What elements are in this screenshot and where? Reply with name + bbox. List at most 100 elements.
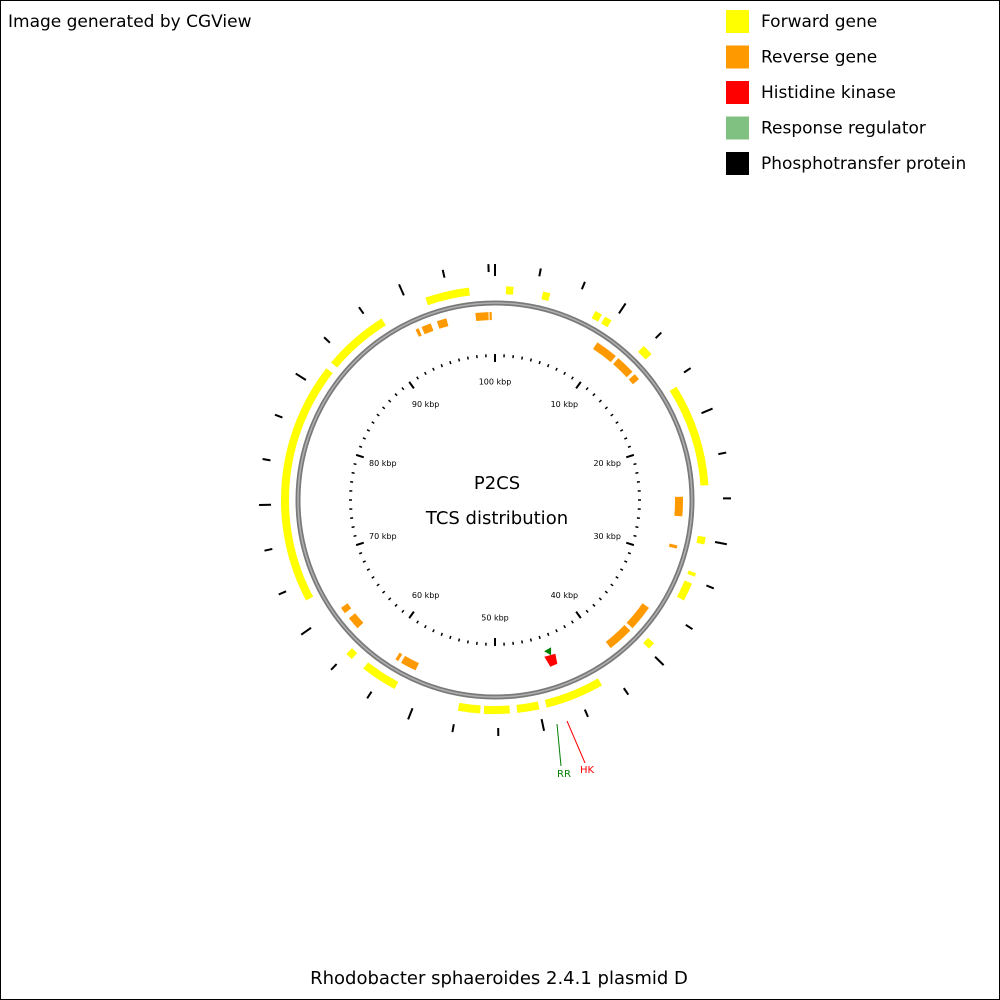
histidine-kinase (544, 653, 558, 667)
legend-swatch (726, 81, 749, 104)
scale-tick (598, 399, 602, 403)
scale-tick (615, 421, 619, 425)
scale-tick (362, 437, 366, 440)
scale-tick (570, 620, 574, 624)
legend-label: Phosphotransfer protein (761, 154, 966, 174)
scale-tick (627, 551, 632, 555)
legend-label: Forward gene (761, 12, 877, 32)
outer-tick (714, 540, 728, 546)
scale-tick (546, 632, 550, 637)
outer-tick (583, 709, 589, 718)
scale-tick (466, 640, 469, 644)
legend-swatch (726, 116, 749, 140)
scale-tick (555, 367, 558, 371)
reverse-gene (348, 613, 364, 629)
legend-label: Histidine kinase (761, 83, 896, 103)
scale-tick (449, 635, 452, 640)
scale-tick (416, 376, 420, 380)
scale-tick (351, 471, 355, 474)
scale-label: 10 kbp (551, 400, 579, 409)
scale-tick (353, 462, 357, 466)
scale-tick (401, 609, 405, 613)
scale-tick (598, 597, 602, 601)
outer-tick (618, 302, 627, 314)
forward-gene (363, 662, 399, 689)
scale-tick (615, 575, 619, 579)
outer-tick (701, 407, 713, 415)
scale-tick (538, 635, 541, 640)
outer-tick (622, 687, 630, 696)
scale-tick (355, 453, 365, 459)
rr-leader (556, 723, 562, 767)
scale-label: 50 kbp (481, 614, 509, 623)
forward-gene (281, 368, 333, 601)
scale-tick (592, 603, 596, 607)
scale-tick (625, 453, 635, 459)
outer-tick (295, 372, 307, 381)
scale-tick (619, 429, 624, 432)
outer-tick (706, 584, 715, 590)
reverse-gene (436, 318, 449, 329)
scale-tick (376, 413, 380, 417)
scale-label: 100 kbp (479, 378, 512, 387)
scale-tick (457, 358, 461, 362)
scale-tick (546, 363, 550, 368)
scale-label: 20 kbp (593, 459, 621, 468)
outer-tick (654, 656, 665, 666)
reverse-gene (668, 543, 678, 549)
scale-tick (376, 583, 380, 587)
forward-gene (331, 318, 386, 368)
legend-label: Response regulator (761, 119, 926, 139)
scale-tick (619, 568, 624, 571)
reverse-gene (626, 603, 650, 629)
scale-tick (401, 387, 405, 391)
legend-swatch (726, 152, 749, 175)
map-title: P2CS (474, 473, 520, 494)
reverse-gene (593, 342, 616, 363)
scale-tick (424, 371, 427, 376)
scale-label: 40 kbp (551, 591, 579, 600)
scale-tick (466, 356, 469, 360)
outer-tick (654, 331, 663, 339)
forward-gene (516, 701, 540, 713)
scale-tick (635, 526, 639, 529)
scale-tick (457, 638, 461, 642)
outer-tick (323, 336, 331, 344)
reverse-gene (605, 625, 631, 649)
scale-tick (416, 620, 420, 624)
scale-tick (585, 387, 589, 391)
outer-tick (274, 413, 283, 419)
forward-gene (643, 637, 655, 649)
scale-tick (610, 413, 614, 417)
forward-gene (638, 346, 652, 360)
hk-leader (566, 720, 586, 764)
scale-tick (633, 462, 637, 466)
forward-gene (696, 535, 706, 545)
forward-gene (505, 286, 514, 295)
scale-tick (585, 609, 589, 613)
scale-tick (604, 590, 608, 594)
scale-tick (355, 541, 365, 547)
scale-tick (570, 376, 574, 380)
outer-tick (451, 724, 455, 733)
outer-tick (330, 663, 338, 671)
scale-tick (440, 632, 444, 637)
outer-tick (407, 707, 414, 720)
outer-tick (580, 281, 586, 290)
forward-gene (601, 316, 612, 328)
outer-tick (683, 367, 692, 374)
outer-tick (264, 547, 273, 552)
scale-tick (371, 421, 375, 425)
scale-tick (366, 429, 371, 432)
scale-tick (351, 526, 355, 529)
scale-tick (575, 611, 582, 619)
legend-swatch (726, 45, 749, 69)
caption: Rhodobacter sphaeroides 2.4.1 plasmid D (310, 968, 688, 989)
backbone-highlight (297, 302, 693, 698)
outer-tick (262, 458, 271, 462)
scale-tick (521, 356, 524, 360)
scale-tick (625, 541, 635, 547)
outer-tick (398, 283, 405, 296)
